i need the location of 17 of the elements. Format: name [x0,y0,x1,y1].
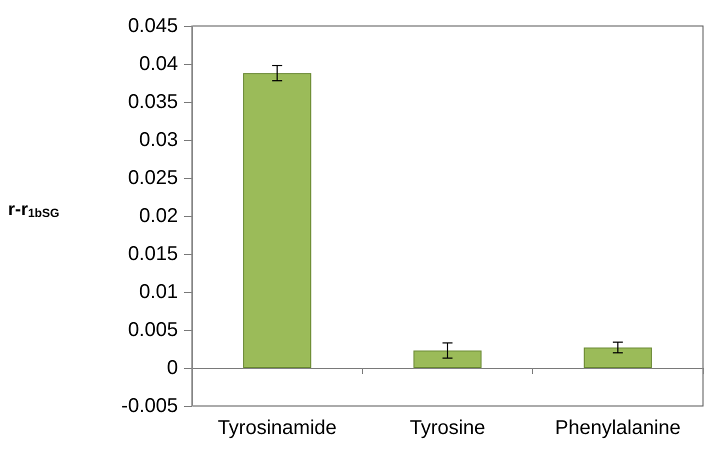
y-tick-label: 0.025 [128,167,178,189]
y-tick-label: 0.015 [128,243,178,265]
y-tick-label: -0.005 [121,395,178,417]
y-tick-label: 0.02 [139,205,178,227]
y-tick-label: 0.045 [128,15,178,37]
x-tick-label: Phenylalanine [555,417,681,439]
x-tick-label: Tyrosine [410,417,486,439]
x-tick-label: Tyrosinamide [218,417,337,439]
y-tick-label: 0.01 [139,281,178,303]
y-tick-label: 0 [166,357,178,379]
bar [243,73,312,368]
y-tick-label: 0.035 [128,91,178,113]
y-tick-label: 0.04 [139,53,178,75]
y-tick-label: 0.005 [128,319,178,341]
bar [584,347,652,368]
bar [413,350,482,368]
y-tick-label: 0.03 [139,129,178,151]
